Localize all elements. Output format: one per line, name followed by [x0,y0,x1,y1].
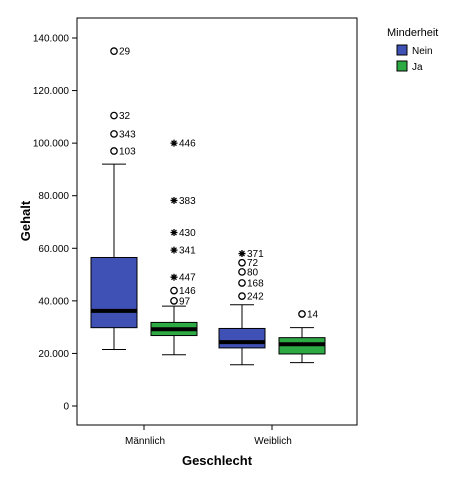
legend-label-ja: Ja [412,62,423,73]
legend: Minderheit Nein Ja [387,27,438,73]
outlier-label: 168 [247,278,264,289]
legend-swatch-nein [396,44,408,56]
outlier-label: 29 [119,47,131,58]
outlier-circle [298,310,306,318]
y-tick-label: 80.000 [38,191,69,202]
y-tick-label: 100.000 [33,139,70,150]
outlier-circle [238,279,246,287]
outlier-circle [170,286,178,295]
outlier-label: 146 [179,286,196,297]
y-tick-label: 20.000 [38,349,69,360]
outlier-star [170,196,178,204]
outlier-circle [238,292,246,300]
outlier-label: 103 [119,147,136,158]
x-tick-label: Weiblich [254,436,292,447]
y-tick-label: 120.000 [33,86,70,97]
legend-title: Minderheit [387,27,438,39]
outlier-label: 430 [179,228,196,239]
y-tick-label: 60.000 [38,244,69,255]
x-axis: Männlich Weiblich [125,425,292,447]
outlier-star [170,246,178,254]
outlier-circle [110,47,118,55]
outlier-label: 242 [247,292,264,303]
outlier-circle [238,268,246,276]
box [90,256,138,329]
x-tick-label: Männlich [125,436,165,447]
outlier-label: 446 [179,139,196,150]
y-axis: 0 20.000 40.000 60.000 80.000 100.000 120.000 1… [33,34,77,413]
plot-area-frame [76,17,358,426]
outlier-star [238,250,246,258]
outlier-circle [110,147,118,155]
outlier-circle [170,297,178,305]
legend-swatch-ja [396,60,408,72]
outlier-label: 97 [179,296,191,307]
outlier-star [170,139,178,147]
box [218,327,266,349]
legend-label-nein: Nein [412,46,433,57]
outlier-star [170,229,178,237]
outlier-label: 383 [179,196,196,207]
outlier-label: 447 [179,273,196,284]
outlier-label: 371 [247,249,264,260]
outlier-label: 80 [247,267,259,278]
outlier-label: 32 [119,111,131,122]
outlier-circle [110,111,118,120]
outlier-label: 14 [307,310,319,321]
y-tick-label: 140.000 [33,34,70,45]
x-axis-title: Geschlecht [182,453,253,468]
outlier-star [170,273,178,281]
y-tick-label: 0 [63,402,69,413]
outlier-label: 341 [179,246,196,257]
outlier-circle [110,130,118,138]
outlier-label: 343 [119,129,136,140]
outlier-label: 72 [247,258,259,269]
y-tick-label: 40.000 [38,296,69,307]
outlier-circle [238,258,246,267]
y-axis-title: Gehalt [18,200,33,241]
